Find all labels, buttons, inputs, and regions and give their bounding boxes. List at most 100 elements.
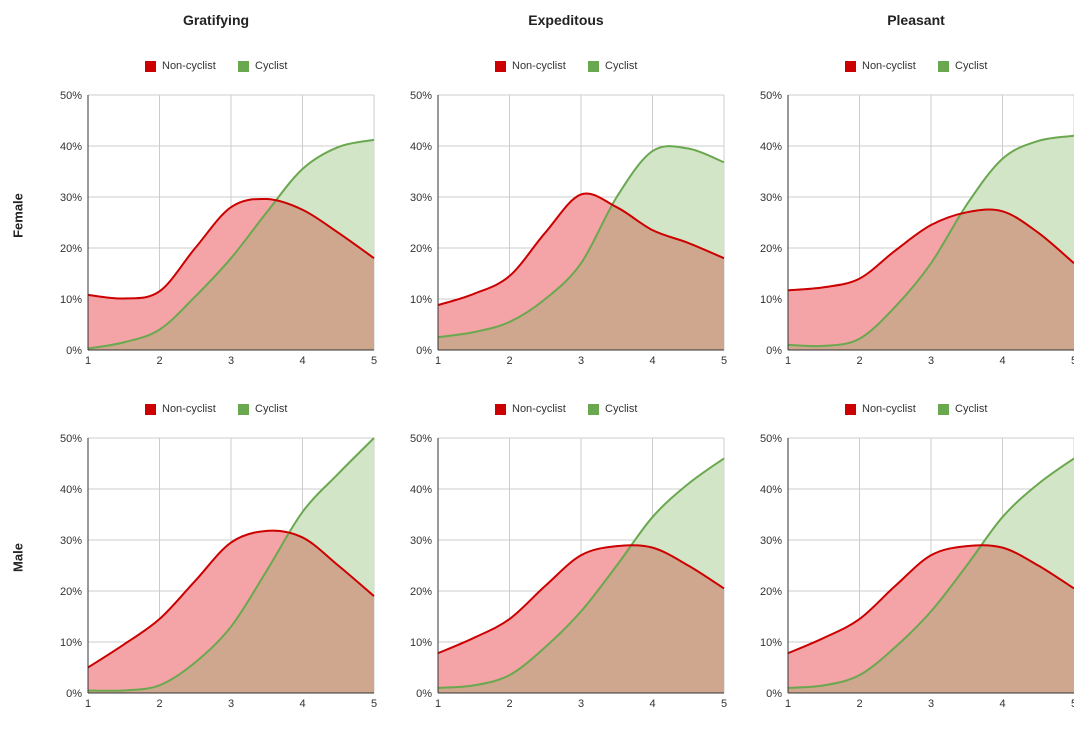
y-tick-label: 40% — [760, 141, 782, 153]
y-tick-label: 30% — [410, 192, 432, 204]
line-cyclist — [87, 138, 375, 350]
legend-swatch-cyclist — [938, 403, 949, 415]
x-tick-label: 4 — [299, 355, 305, 367]
line-noncyclist — [87, 529, 375, 669]
y-tick-label: 40% — [410, 141, 432, 153]
line-noncyclist — [787, 208, 1074, 292]
chart-panel-female-pleasant: Non-cyclist Cyclist 0% 10% 20% 30% 40% 50% 1 2 3 4 5 — [748, 60, 1074, 390]
y-tick-label: 40% — [410, 484, 432, 496]
y-tick-label: 20% — [60, 586, 82, 598]
legend-swatch-cyclist — [588, 403, 599, 415]
legend-swatch-noncyclist — [495, 60, 506, 72]
x-tick-label: 2 — [856, 355, 862, 367]
x-tick-label: 1 — [785, 355, 791, 367]
legend-label-noncyclist: Non-cyclist — [862, 403, 916, 415]
y-tick-label: 0% — [416, 688, 432, 700]
line-cyclist — [437, 145, 725, 339]
column-title-gratifying: Gratifying — [182, 12, 250, 28]
y-tick-label: 50% — [760, 90, 782, 102]
y-tick-label: 10% — [60, 637, 82, 649]
y-tick-label: 10% — [760, 294, 782, 306]
line-cyclist — [787, 134, 1074, 348]
y-tick-label: 10% — [410, 637, 432, 649]
line-noncyclist — [787, 544, 1074, 655]
y-tick-label: 50% — [410, 90, 432, 102]
y-tick-label: 20% — [410, 243, 432, 255]
chart-panel-male-gratifying: Non-cyclist Cyclist 0% 10% 20% 30% 40% 50% 1 2 3 4 5 — [48, 403, 388, 733]
x-tick-label: 4 — [999, 355, 1005, 367]
x-tick-label: 3 — [228, 698, 234, 710]
legend-item-noncyclist: Non-cyclist — [495, 60, 566, 72]
y-tick-label: 10% — [60, 294, 82, 306]
legend-swatch-noncyclist — [145, 403, 156, 415]
legend-item-cyclist: Cyclist — [588, 60, 637, 72]
legend-swatch-cyclist — [238, 60, 249, 72]
y-tick-label: 50% — [60, 90, 82, 102]
x-tick-label: 4 — [299, 698, 305, 710]
x-tick-label: 5 — [1071, 355, 1074, 367]
y-tick-label: 40% — [60, 484, 82, 496]
legend-item-noncyclist: Non-cyclist — [495, 403, 566, 415]
legend: Non-cyclist Cyclist — [398, 60, 738, 76]
x-tick-label: 5 — [721, 698, 727, 710]
chart-svg: 0% 10% 20% 30% 40% 50% 1 2 3 4 5 — [60, 90, 377, 367]
legend: Non-cyclist Cyclist — [748, 60, 1074, 76]
y-tick-label: 50% — [60, 433, 82, 445]
legend: Non-cyclist Cyclist — [48, 403, 388, 419]
legend-label-noncyclist: Non-cyclist — [512, 403, 566, 415]
x-tick-label: 3 — [578, 355, 584, 367]
x-tick-label: 4 — [649, 698, 655, 710]
x-tick-label: 3 — [928, 698, 934, 710]
x-tick-label: 2 — [156, 355, 162, 367]
y-tick-label: 0% — [766, 345, 782, 357]
chart-panel-female-expeditous: Non-cyclist Cyclist 0% 10% 20% 30% 40% 50% 1 2 3 4 5 — [398, 60, 738, 390]
y-tick-label: 0% — [766, 688, 782, 700]
legend-item-cyclist: Cyclist — [938, 60, 987, 72]
x-tick-label: 2 — [506, 698, 512, 710]
y-tick-label: 20% — [760, 586, 782, 598]
line-cyclist — [437, 457, 725, 689]
legend-item-cyclist: Cyclist — [238, 60, 287, 72]
legend-item-cyclist: Cyclist — [588, 403, 637, 415]
column-title-expeditous: Expeditous — [528, 12, 604, 28]
y-tick-label: 0% — [66, 345, 82, 357]
legend-swatch-cyclist — [938, 60, 949, 72]
legend-label-cyclist: Cyclist — [605, 403, 638, 415]
x-tick-label: 3 — [228, 355, 234, 367]
legend: Non-cyclist Cyclist — [398, 403, 738, 419]
legend-item-noncyclist: Non-cyclist — [145, 60, 216, 72]
y-tick-label: 20% — [410, 586, 432, 598]
y-tick-label: 30% — [760, 535, 782, 547]
legend: Non-cyclist Cyclist — [748, 403, 1074, 419]
x-tick-label: 1 — [85, 355, 91, 367]
legend-swatch-noncyclist — [145, 60, 156, 72]
y-tick-label: 30% — [60, 192, 82, 204]
x-tick-label: 1 — [785, 698, 791, 710]
x-tick-label: 3 — [578, 698, 584, 710]
x-tick-label: 1 — [85, 698, 91, 710]
legend-label-cyclist: Cyclist — [955, 60, 988, 72]
chart-svg: 0% 10% 20% 30% 40% 50% 1 2 3 4 5 — [410, 433, 727, 710]
legend-item-noncyclist: Non-cyclist — [845, 403, 916, 415]
y-tick-label: 30% — [760, 192, 782, 204]
legend-label-noncyclist: Non-cyclist — [162, 60, 216, 72]
legend-label-cyclist: Cyclist — [255, 60, 288, 72]
legend-swatch-cyclist — [238, 403, 249, 415]
line-noncyclist — [437, 544, 725, 655]
y-tick-label: 0% — [66, 688, 82, 700]
chart-svg: 0% 10% 20% 30% 40% 50% 1 2 3 4 5 — [60, 433, 377, 710]
x-tick-label: 5 — [371, 355, 377, 367]
y-tick-label: 30% — [60, 535, 82, 547]
legend-label-cyclist: Cyclist — [255, 403, 288, 415]
legend-item-cyclist: Cyclist — [238, 403, 287, 415]
y-tick-label: 20% — [60, 243, 82, 255]
y-tick-label: 10% — [410, 294, 432, 306]
x-tick-label: 5 — [721, 355, 727, 367]
y-tick-label: 40% — [60, 141, 82, 153]
chart-panel-female-gratifying: Non-cyclist Cyclist 0% 10% 20% 30% 40% 50% 1 2 3 4 5 — [48, 60, 388, 390]
y-tick-label: 40% — [760, 484, 782, 496]
x-tick-label: 4 — [999, 698, 1005, 710]
legend-item-cyclist: Cyclist — [938, 403, 987, 415]
legend: Non-cyclist Cyclist — [48, 60, 388, 76]
